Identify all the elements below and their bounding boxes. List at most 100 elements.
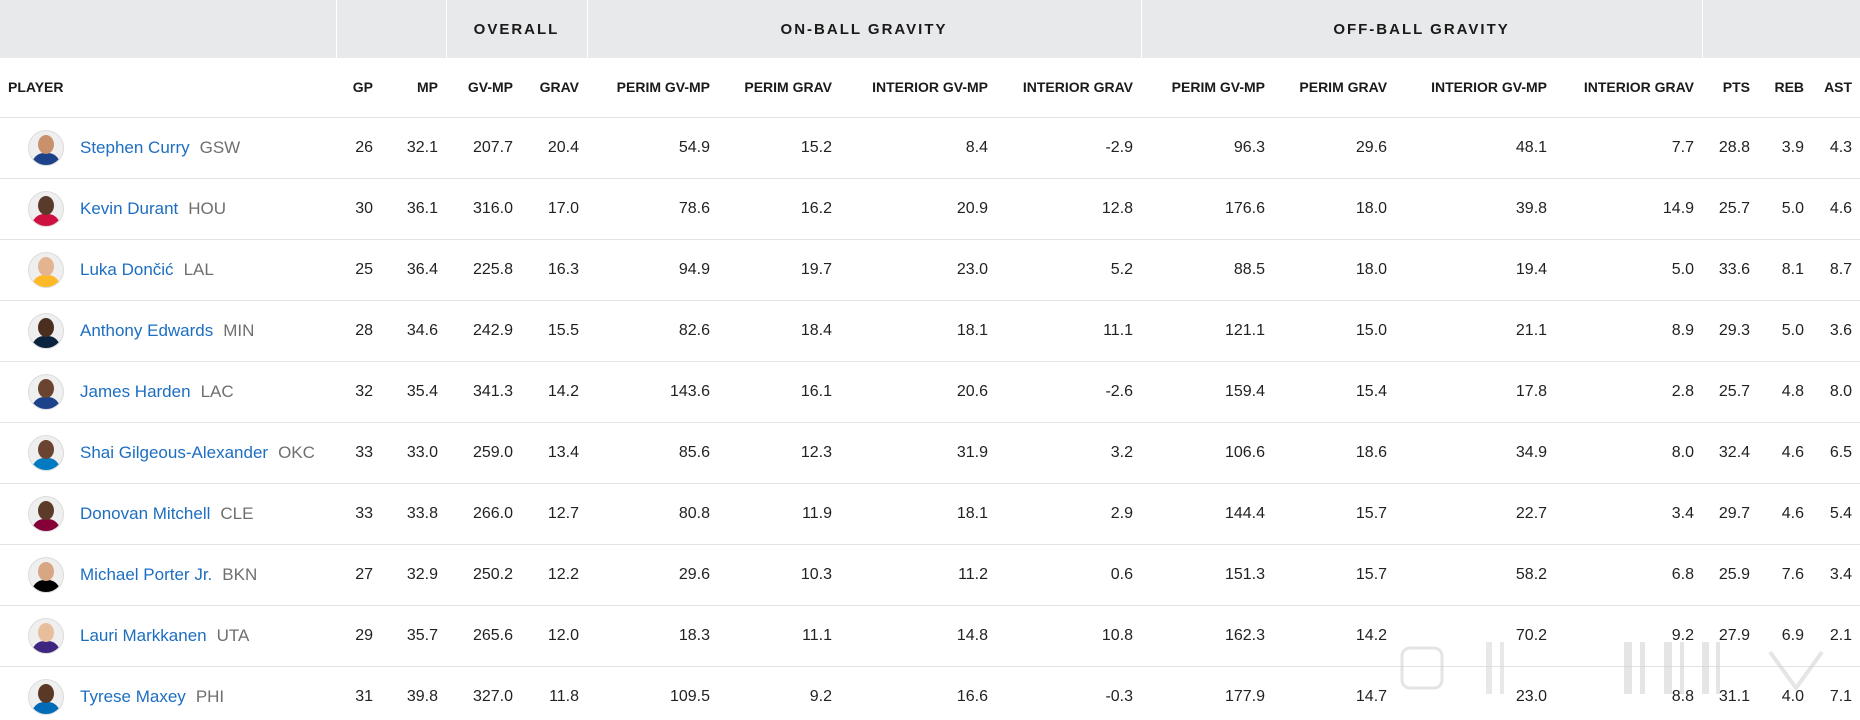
col-header-reb[interactable]: REB xyxy=(1758,58,1813,118)
cell-on-ball-perim-gv-mp: 18.3 xyxy=(587,605,719,667)
player-headshot-icon xyxy=(28,190,64,227)
col-header-ast[interactable]: AST xyxy=(1812,58,1860,118)
cell-off-ball-interior-gv-mp: 39.8 xyxy=(1395,178,1556,240)
cell-grav: 17.0 xyxy=(521,178,588,240)
cell-ast: 3.6 xyxy=(1812,300,1860,362)
table-row: Luka Dončić LAL 25 36.4 225.8 16.3 94.9 19.7 23.… xyxy=(0,239,1860,301)
table-row: Anthony Edwards MIN 28 34.6 242.9 15.5 82.6 18.… xyxy=(0,300,1860,362)
cell-off-ball-perim-gv-mp: 176.6 xyxy=(1141,178,1274,240)
player-name-link[interactable]: Kevin Durant xyxy=(80,198,179,218)
player-team: BKN xyxy=(222,564,258,584)
col-header-gv-mp[interactable]: GV-MP xyxy=(446,58,521,118)
cell-on-ball-interior-gv-mp: 16.6 xyxy=(840,666,997,720)
col-header-off-ball-interior-grav[interactable]: INTERIOR GRAV xyxy=(1555,58,1703,118)
cell-pts: 33.6 xyxy=(1702,239,1759,301)
cell-grav: 12.0 xyxy=(521,605,588,667)
cell-on-ball-perim-grav: 9.2 xyxy=(718,666,841,720)
cell-off-ball-perim-gv-mp: 162.3 xyxy=(1141,605,1274,667)
cell-reb: 6.9 xyxy=(1758,605,1813,667)
col-header-player[interactable]: PLAYER xyxy=(0,58,336,118)
col-header-grav[interactable]: GRAV xyxy=(521,58,588,118)
cell-pts: 29.3 xyxy=(1702,300,1759,362)
col-header-off-ball-perim-grav[interactable]: PERIM GRAV xyxy=(1273,58,1396,118)
cell-pts: 31.1 xyxy=(1702,666,1759,720)
player-name-link[interactable]: Stephen Curry xyxy=(80,137,190,157)
col-header-on-ball-interior-gv-mp[interactable]: INTERIOR GV-MP xyxy=(840,58,997,118)
cell-on-ball-interior-gv-mp: 18.1 xyxy=(840,483,997,545)
cell-off-ball-interior-grav: 14.9 xyxy=(1555,178,1703,240)
cell-gp: 25 xyxy=(336,239,381,301)
cell-off-ball-interior-gv-mp: 23.0 xyxy=(1395,666,1556,720)
cell-ast: 2.1 xyxy=(1812,605,1860,667)
cell-ast: 4.3 xyxy=(1812,117,1860,179)
cell-on-ball-perim-gv-mp: 94.9 xyxy=(587,239,719,301)
cell-on-ball-interior-gv-mp: 11.2 xyxy=(840,544,997,606)
cell-off-ball-perim-grav: 15.0 xyxy=(1273,300,1396,362)
cell-on-ball-interior-gv-mp: 18.1 xyxy=(840,300,997,362)
table-row: Kevin Durant HOU 30 36.1 316.0 17.0 78.6 16.2 20… xyxy=(0,178,1860,240)
col-header-gp[interactable]: GP xyxy=(336,58,381,118)
player-name-link[interactable]: Tyrese Maxey xyxy=(80,686,186,706)
cell-grav: 14.2 xyxy=(521,361,588,423)
cell-on-ball-interior-gv-mp: 14.8 xyxy=(840,605,997,667)
col-header-off-ball-interior-gv-mp[interactable]: INTERIOR GV-MP xyxy=(1395,58,1556,118)
table-row: Shai Gilgeous-Alexander OKC 33 33.0 259.0 13.… xyxy=(0,422,1860,484)
cell-mp: 33.8 xyxy=(381,483,446,545)
cell-pts: 29.7 xyxy=(1702,483,1759,545)
cell-on-ball-interior-gv-mp: 23.0 xyxy=(840,239,997,301)
cell-gv-mp: 266.0 xyxy=(446,483,521,545)
cell-gp: 28 xyxy=(336,300,381,362)
cell-grav: 11.8 xyxy=(521,666,588,720)
player-headshot-icon xyxy=(28,312,64,349)
cell-on-ball-perim-gv-mp: 109.5 xyxy=(587,666,719,720)
cell-off-ball-interior-grav: 6.8 xyxy=(1555,544,1703,606)
cell-reb: 5.0 xyxy=(1758,300,1813,362)
cell-gp: 29 xyxy=(336,605,381,667)
cell-pts: 25.9 xyxy=(1702,544,1759,606)
col-header-on-ball-interior-grav[interactable]: INTERIOR GRAV xyxy=(996,58,1142,118)
cell-off-ball-interior-gv-mp: 58.2 xyxy=(1395,544,1556,606)
player-cell: Michael Porter Jr. BKN xyxy=(0,544,336,606)
cell-mp: 39.8 xyxy=(381,666,446,720)
player-name-link[interactable]: Donovan Mitchell xyxy=(80,503,211,523)
cell-off-ball-perim-gv-mp: 106.6 xyxy=(1141,422,1274,484)
cell-on-ball-interior-grav: 5.2 xyxy=(996,239,1142,301)
cell-on-ball-perim-grav: 18.4 xyxy=(718,300,841,362)
cell-mp: 36.4 xyxy=(381,239,446,301)
cell-gv-mp: 341.3 xyxy=(446,361,521,423)
cell-mp: 32.9 xyxy=(381,544,446,606)
cell-mp: 35.4 xyxy=(381,361,446,423)
col-header-mp[interactable]: MP xyxy=(381,58,446,118)
cell-grav: 12.7 xyxy=(521,483,588,545)
player-name-link[interactable]: Shai Gilgeous-Alexander xyxy=(80,442,269,462)
cell-on-ball-perim-gv-mp: 54.9 xyxy=(587,117,719,179)
col-header-off-ball-perim-gv-mp[interactable]: PERIM GV-MP xyxy=(1141,58,1274,118)
player-name-link[interactable]: Luka Dončić xyxy=(80,259,174,279)
cell-grav: 16.3 xyxy=(521,239,588,301)
cell-on-ball-interior-gv-mp: 8.4 xyxy=(840,117,997,179)
cell-ast: 8.0 xyxy=(1812,361,1860,423)
cell-mp: 35.7 xyxy=(381,605,446,667)
cell-gp: 33 xyxy=(336,422,381,484)
player-cell: Lauri Markkanen UTA xyxy=(0,605,336,667)
cell-off-ball-interior-gv-mp: 34.9 xyxy=(1395,422,1556,484)
col-header-on-ball-perim-grav[interactable]: PERIM GRAV xyxy=(718,58,841,118)
cell-gv-mp: 259.0 xyxy=(446,422,521,484)
cell-reb: 3.9 xyxy=(1758,117,1813,179)
col-header-on-ball-perim-gv-mp[interactable]: PERIM GV-MP xyxy=(587,58,719,118)
cell-off-ball-interior-grav: 7.7 xyxy=(1555,117,1703,179)
player-name-link[interactable]: Anthony Edwards xyxy=(80,320,214,340)
player-name-link[interactable]: James Harden xyxy=(80,381,191,401)
cell-pts: 25.7 xyxy=(1702,178,1759,240)
col-header-pts[interactable]: PTS xyxy=(1702,58,1759,118)
cell-on-ball-perim-grav: 12.3 xyxy=(718,422,841,484)
player-cell: Shai Gilgeous-Alexander OKC xyxy=(0,422,336,484)
player-name-link[interactable]: Michael Porter Jr. xyxy=(80,564,213,584)
cell-ast: 3.4 xyxy=(1812,544,1860,606)
player-team: GSW xyxy=(199,137,241,157)
player-name-link[interactable]: Lauri Markkanen xyxy=(80,625,207,645)
cell-pts: 27.9 xyxy=(1702,605,1759,667)
cell-gv-mp: 242.9 xyxy=(446,300,521,362)
